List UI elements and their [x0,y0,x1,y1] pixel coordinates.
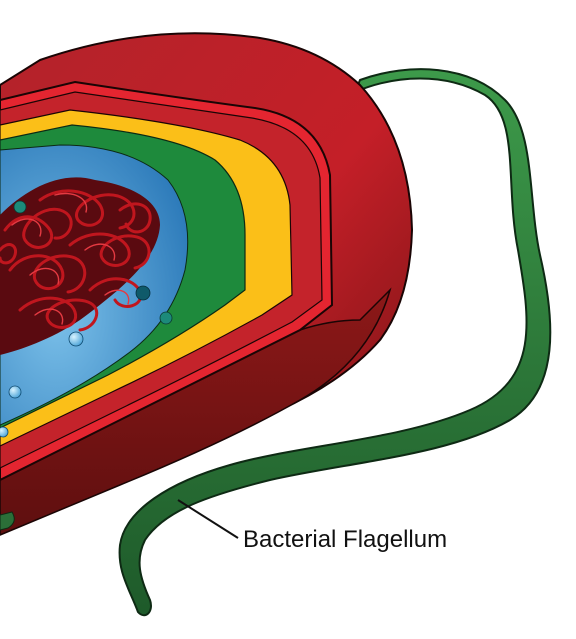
capsule-side [0,287,392,536]
label-leader-line [177,499,239,539]
cytoplasm-particles [0,200,173,438]
flagellum-label: Bacterial Flagellum [243,526,447,553]
flagellum [118,68,552,617]
nucleoid [0,177,160,355]
flagellum-stub [0,511,15,531]
